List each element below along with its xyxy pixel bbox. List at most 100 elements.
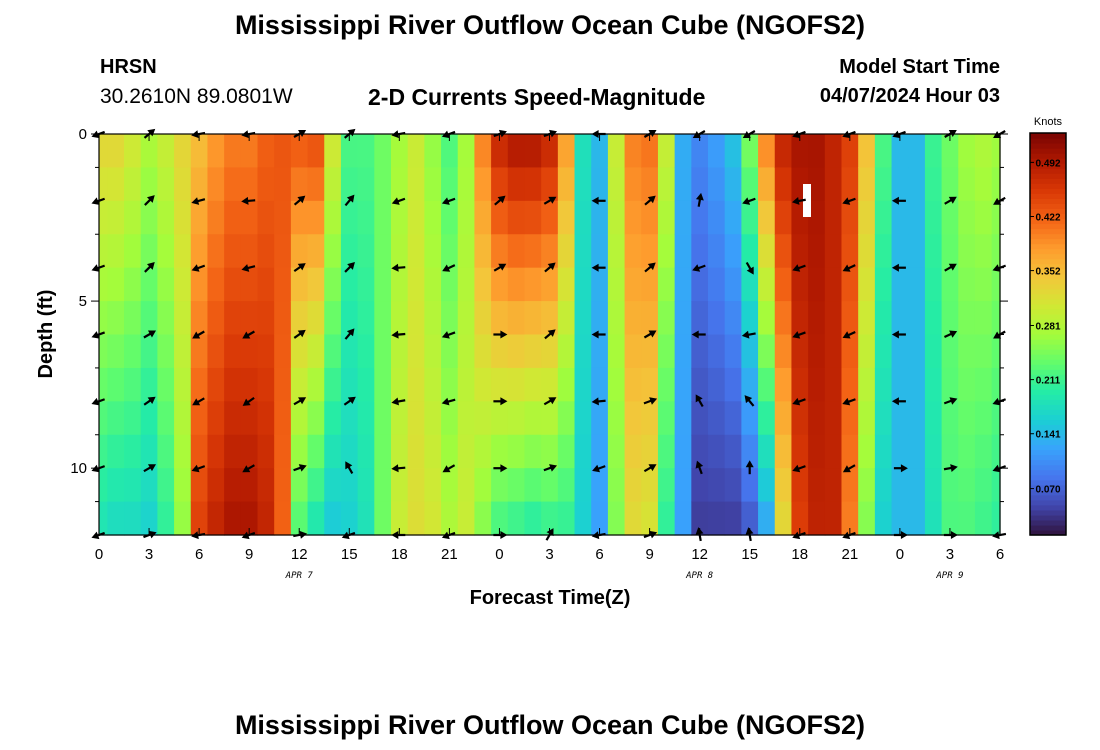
vector-head — [950, 464, 958, 472]
heatmap-cell — [741, 234, 759, 269]
y-axis: 0 5 10 — [70, 126, 1008, 536]
heatmap-cell — [874, 468, 893, 503]
colorbar-segment — [1030, 424, 1066, 431]
current-vector — [143, 464, 157, 473]
heatmap-cell — [574, 267, 592, 302]
vector-head — [792, 397, 801, 406]
heatmap-cell — [190, 200, 209, 235]
heatmap-cell — [224, 501, 242, 536]
heatmap-cell — [974, 367, 993, 402]
current-vector — [543, 397, 557, 406]
heatmap-cell — [741, 267, 759, 302]
heatmap-cell — [124, 301, 142, 336]
heatmap-cell — [674, 301, 692, 336]
heatmap-cell — [140, 367, 158, 402]
colorbar-segment — [1030, 394, 1066, 400]
heatmap-cell — [908, 401, 926, 436]
heatmap-cell — [607, 134, 626, 169]
heatmap-cell — [240, 434, 259, 469]
heatmap-cell — [557, 134, 576, 169]
heatmap-cell — [524, 267, 542, 302]
vector-head — [297, 329, 306, 338]
heatmap-cell — [858, 234, 876, 269]
heatmap-cell — [274, 200, 292, 235]
heatmap-cell — [758, 134, 776, 169]
heatmap-cell — [424, 234, 442, 269]
heatmap-cell — [324, 234, 342, 269]
heatmap-cell — [424, 434, 442, 469]
colorbar-unit: Knots — [1034, 116, 1063, 128]
heatmap-cell — [124, 167, 142, 202]
heatmap-cell — [974, 267, 993, 302]
colorbar-segment — [1030, 268, 1066, 275]
heatmap-cell — [841, 401, 859, 436]
heatmap-cell — [958, 468, 976, 503]
heatmap-cell — [908, 267, 926, 302]
heatmap-cell — [824, 434, 843, 469]
heatmap-cell — [541, 134, 559, 169]
vector-head — [391, 263, 399, 272]
colorbar-segment — [1030, 263, 1066, 270]
heatmap-cell — [290, 134, 309, 169]
heatmap-cell — [574, 134, 592, 169]
heatmap-cell — [407, 167, 425, 202]
heatmap-cell — [741, 468, 759, 503]
heatmap-cell — [758, 334, 776, 369]
heatmap-cell — [374, 501, 392, 536]
heatmap-cell — [974, 468, 993, 503]
heatmap-cell — [924, 267, 943, 302]
heatmap-cell — [340, 434, 359, 469]
heatmap-cell — [758, 434, 776, 469]
heatmap-cell — [224, 167, 242, 202]
heatmap-cell — [858, 367, 876, 402]
heatmap-cell — [441, 401, 459, 436]
current-vector — [993, 330, 1006, 339]
vector-head — [91, 264, 100, 272]
vector-head — [242, 331, 251, 339]
heatmap-cell — [140, 167, 158, 202]
heatmap-cell — [374, 401, 392, 436]
heatmap-cell — [941, 134, 959, 169]
x-tick-label: 6 — [195, 546, 203, 563]
colorbar-segment — [1030, 318, 1066, 325]
heatmap-cell — [107, 468, 125, 503]
colorbar-segment — [1030, 168, 1066, 174]
heatmap-cell — [841, 367, 859, 402]
current-vector — [695, 192, 704, 207]
heatmap-cell — [474, 301, 492, 336]
current-vector — [944, 263, 957, 272]
heatmap-cell — [908, 334, 926, 369]
vector-head — [648, 330, 657, 338]
vector-head — [347, 262, 355, 270]
heatmap-cell — [157, 301, 175, 336]
heatmap-cell — [557, 334, 576, 369]
heatmap-cell — [541, 501, 559, 536]
heatmap-cell — [257, 401, 275, 436]
vector-head — [347, 128, 356, 137]
vector-head — [842, 331, 851, 339]
vector-head — [591, 397, 599, 406]
colorbar-segment — [1030, 298, 1066, 305]
vector-head — [548, 196, 557, 204]
colorbar-segment — [1030, 414, 1066, 421]
heatmap-cell — [274, 334, 292, 369]
heatmap-cell — [407, 367, 425, 402]
heatmap-cell — [858, 301, 876, 336]
heatmap-cell — [574, 200, 592, 235]
heatmap-cell — [257, 234, 275, 269]
colorbar-segment — [1030, 334, 1066, 340]
vector-head — [441, 397, 450, 406]
heatmap-cell — [190, 167, 209, 202]
heatmap-cell — [190, 267, 209, 302]
colorbar-segment — [1030, 499, 1066, 506]
heatmap-cell — [190, 134, 209, 169]
heatmap-cell — [474, 167, 492, 202]
heatmap-cell — [991, 134, 1001, 169]
heatmap-cell — [424, 367, 442, 402]
heatmap-cell — [474, 501, 492, 536]
heatmap-cell — [107, 167, 125, 202]
heatmap-cell — [557, 234, 576, 269]
heatmap-cell — [207, 167, 225, 202]
heatmap-cell — [140, 468, 158, 503]
vector-head — [792, 464, 801, 473]
